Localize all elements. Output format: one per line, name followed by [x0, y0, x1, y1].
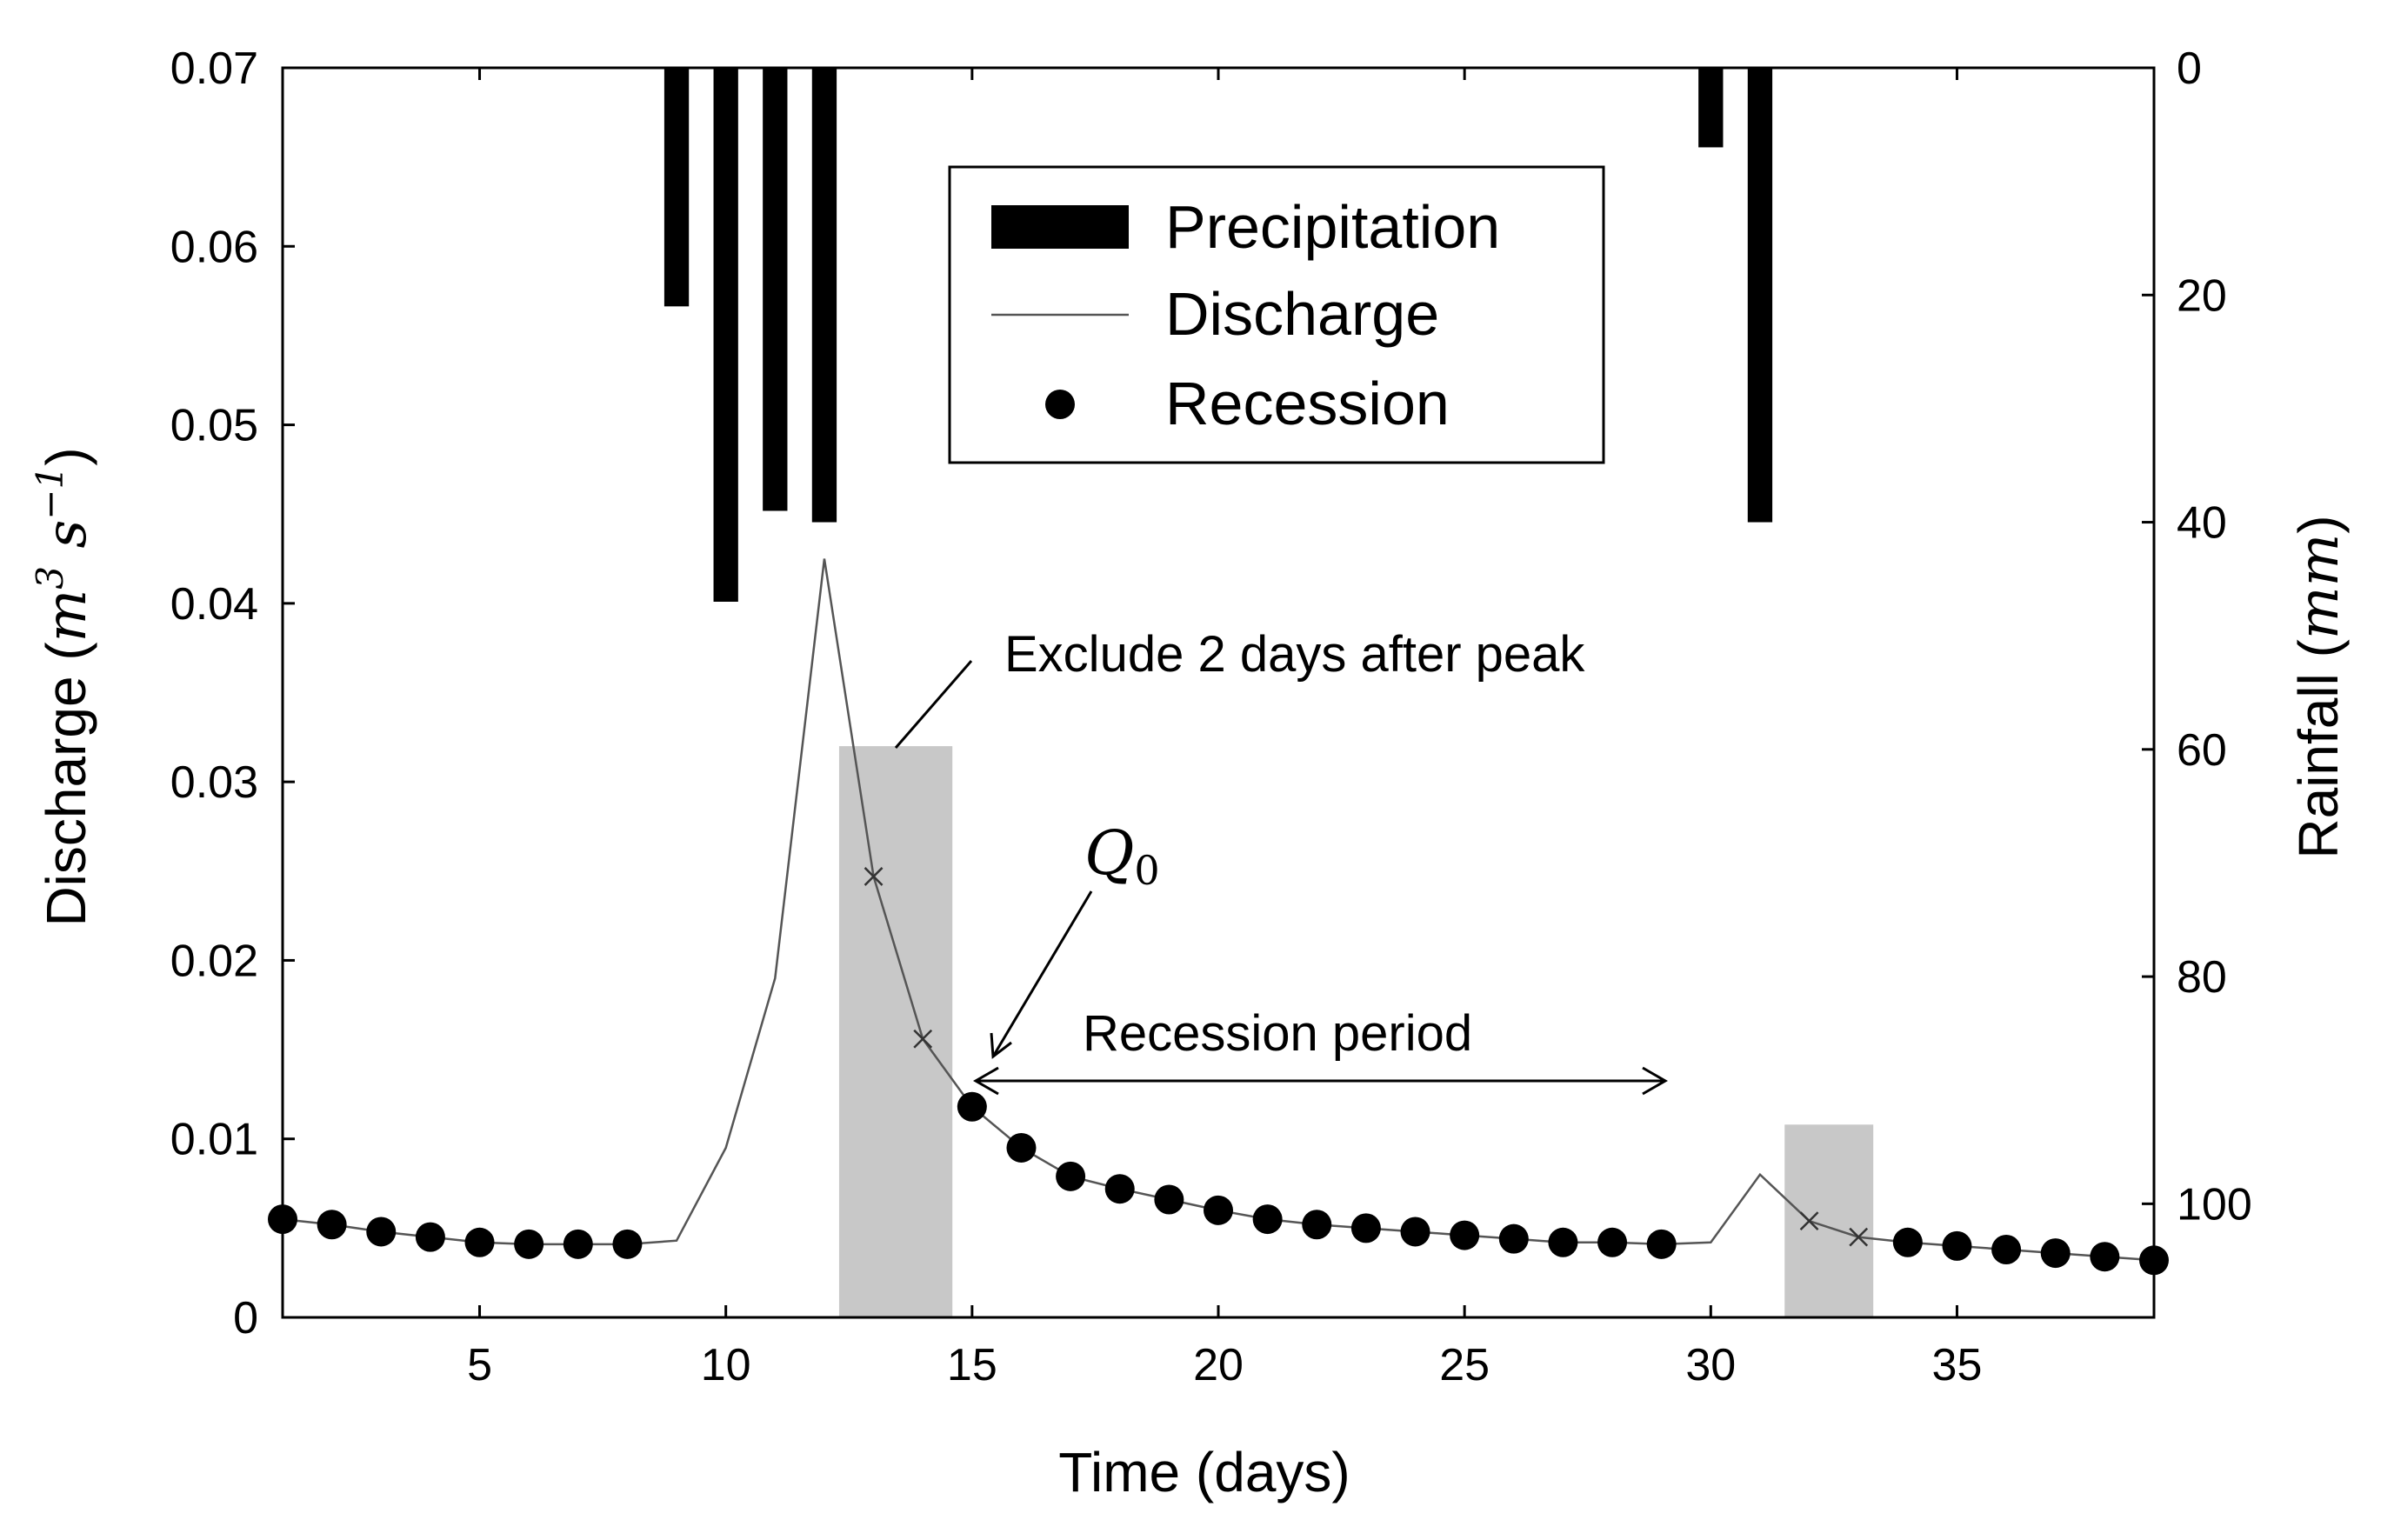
y-left-tick-label-7: 0.07: [170, 43, 258, 94]
x-tick-label-25: 25: [1439, 1340, 1490, 1390]
y-left-tick-label-3: 0.03: [170, 757, 258, 808]
y-left-axis-title: Discharge (m3 s−1): [29, 447, 99, 926]
excluded-point-day-33: [1849, 1227, 1869, 1247]
x-tick-label-20: 20: [1193, 1340, 1244, 1390]
annotation-recession-period: Recession period: [1083, 1005, 1472, 1062]
y-left-title-unit-sup2: −1: [29, 466, 71, 520]
y-left-title-unit-m: m: [35, 590, 99, 643]
legend-precipitation-label: Precipitation: [1165, 193, 1500, 261]
legend-recession-label: Recession: [1165, 370, 1450, 437]
y-left-tick-label-0: 0: [233, 1293, 258, 1343]
precipitation-bar-day-30: [1698, 68, 1724, 148]
recession-point-day-4: [415, 1222, 445, 1252]
x-tick-label-5: 5: [467, 1340, 492, 1390]
excluded-point-stroke-b: [864, 867, 884, 886]
y-left-tick-label-2: 0.02: [170, 936, 258, 986]
excluded-region-2: [1784, 1124, 1874, 1317]
y-right-tick-label-0: 0: [2177, 43, 2202, 94]
recession-point-day-29: [1646, 1229, 1677, 1259]
y-left-tick-label-5: 0.05: [170, 401, 258, 451]
annotation-q0-symbol: Q: [1084, 817, 1134, 889]
recession-point-day-21: [1252, 1204, 1283, 1235]
recession-point-day-25: [1450, 1220, 1480, 1250]
precipitation-bar-day-12: [811, 68, 837, 523]
annotation-exclude: Exclude 2 days after peak: [1004, 626, 1585, 683]
y-right-tick-label-3: 60: [2177, 725, 2227, 776]
recession-period-arrowhead-right: [1642, 1066, 1669, 1096]
annotation-q0: Q0: [1084, 817, 1160, 894]
annotation-q0-arrow-shaft: [991, 890, 1093, 1057]
y-right-axis-title: Rainfall (mm): [2287, 515, 2351, 858]
x-tick-label-15: 15: [947, 1340, 997, 1390]
recession-point-day-17: [1056, 1161, 1086, 1191]
y-right-tick-label-4: 80: [2177, 952, 2227, 1003]
recession-point-day-23: [1350, 1213, 1381, 1243]
recession-point-day-8: [612, 1229, 643, 1259]
recession-point-day-20: [1204, 1195, 1233, 1225]
recession-point-day-15: [957, 1091, 987, 1122]
recession-point-day-38: [2090, 1242, 2120, 1272]
recession-period-arrowhead-left: [972, 1066, 999, 1096]
y-right-tick-label-2: 40: [2177, 498, 2227, 549]
recession-point-day-35: [1942, 1230, 1972, 1261]
recession-point-day-22: [1302, 1210, 1332, 1240]
legend-discharge-label: Discharge: [1165, 280, 1439, 348]
recession-point-day-5: [464, 1227, 495, 1257]
excluded-point-stroke-b: [913, 1029, 933, 1049]
shaded-regions: [838, 746, 1874, 1317]
y-right-title-close: ): [2287, 515, 2350, 533]
excluded-point-stroke-b: [1849, 1227, 1869, 1247]
excluded-region-1: [838, 746, 953, 1317]
x-tick-label-35: 35: [1932, 1340, 1983, 1390]
recession-point-day-19: [1154, 1184, 1184, 1215]
recession-point-day-26: [1498, 1223, 1529, 1254]
axis-ticks: 5 10 15 20 25 30 35 0 0.01 0.02 0.03 0.04 0.05 0.06 0.…: [170, 43, 2252, 1390]
y-left-tick-label-4: 0.04: [170, 579, 258, 630]
precipitation-bar-day-31: [1747, 68, 1773, 523]
y-right-title-text: Rainfall (: [2287, 639, 2350, 859]
y-left-title-unit-s: s: [35, 520, 99, 566]
excluded-point-day-14: [913, 1029, 933, 1049]
recession-point-day-28: [1597, 1227, 1628, 1257]
annotation-exclude-leader: [894, 660, 973, 749]
precipitation-bar-day-9: [664, 68, 690, 307]
y-left-title-unit-sup: 3: [29, 566, 71, 590]
excluded-point-stroke-b: [1799, 1211, 1819, 1231]
precipitation-bar-day-11: [763, 68, 788, 511]
recession-point-day-27: [1548, 1227, 1578, 1257]
recession-point-day-34: [1892, 1227, 1923, 1257]
excluded-point-day-13: [864, 867, 884, 886]
recession-point-day-18: [1104, 1174, 1135, 1204]
recession-point-day-2: [317, 1210, 347, 1240]
recession-point-day-24: [1400, 1217, 1430, 1247]
annotation-q0-arrowhead: [990, 1032, 1012, 1059]
legend: Precipitation Discharge Recession: [948, 165, 1605, 464]
x-tick-label-10: 10: [701, 1340, 751, 1390]
x-tick-label-30: 30: [1685, 1340, 1736, 1390]
recession-point-day-7: [563, 1229, 593, 1259]
y-left-tick-label-6: 0.06: [170, 222, 258, 272]
recession-point-day-16: [1006, 1132, 1037, 1163]
recession-point-day-37: [2040, 1238, 2071, 1269]
y-right-title-unit: mm: [2287, 534, 2351, 639]
annotation-q0-subscript: 0: [1134, 847, 1159, 894]
precipitation-bars: [664, 68, 1773, 602]
recession-point-day-36: [1991, 1234, 2022, 1264]
y-left-tick-label-1: 0.01: [170, 1115, 258, 1165]
x-axis-title: Time (days): [1058, 1441, 1350, 1503]
recession-point-day-3: [366, 1217, 397, 1247]
recession-markers: [268, 867, 2169, 1276]
legend-precipitation-swatch: [991, 205, 1129, 249]
y-left-title-close: ): [35, 447, 97, 465]
legend-recession-marker: [1045, 390, 1075, 419]
y-right-tick-label-1: 20: [2177, 270, 2227, 321]
y-right-tick-label-5: 100: [2177, 1179, 2252, 1230]
recession-point-day-6: [514, 1229, 544, 1259]
precipitation-bar-day-10: [713, 68, 738, 602]
excluded-point-day-32: [1799, 1211, 1819, 1231]
y-left-title-text: Discharge (: [35, 642, 97, 926]
